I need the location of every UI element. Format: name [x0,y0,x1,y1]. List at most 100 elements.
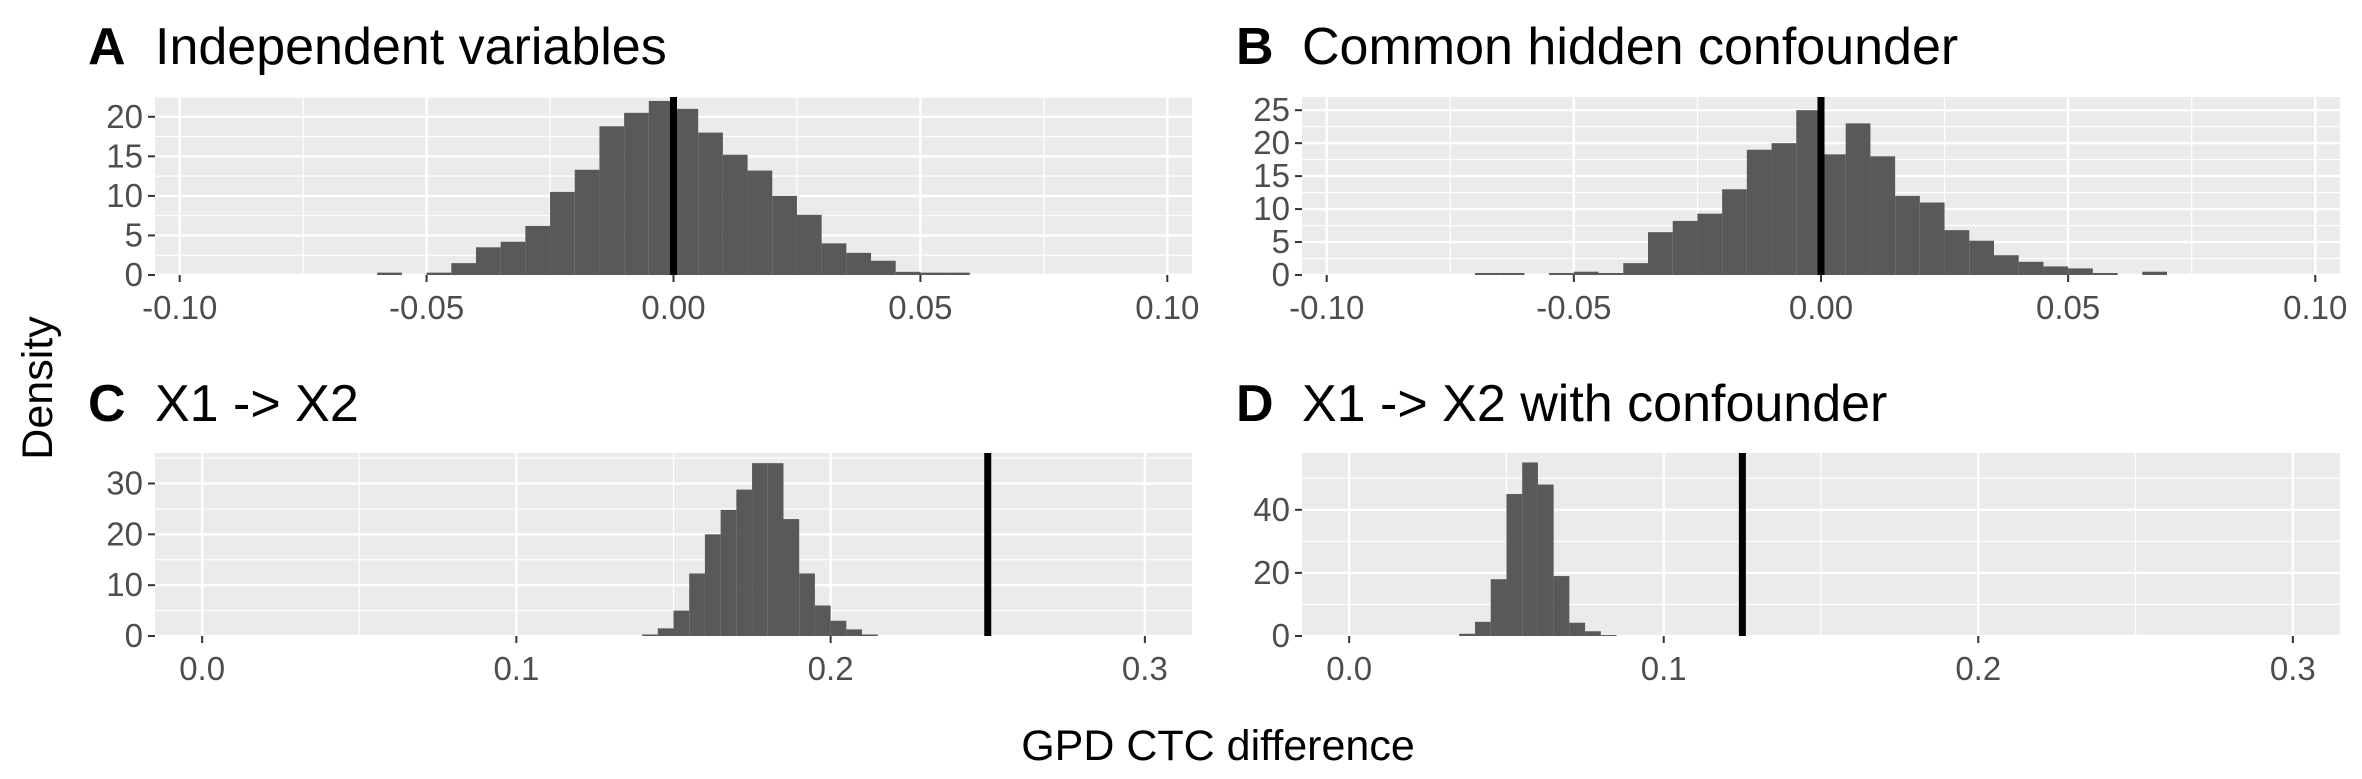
panel-tag: A [88,18,126,76]
y-tick-label: 10 [106,566,143,603]
histogram-bar [783,519,800,636]
histogram-bar [689,573,705,636]
histogram-bar [1895,195,1920,275]
histogram-bar [814,605,831,636]
x-tick-label: 0.3 [1122,650,1168,687]
histogram-bar [862,634,878,636]
y-tick-label: 20 [106,98,143,135]
x-tick-label: 0.05 [888,289,952,326]
histogram-bar [377,272,402,275]
histogram-bar [574,169,600,275]
histogram-bar [799,573,815,636]
histogram-bar [648,100,674,275]
histogram-bar [1944,230,1970,275]
y-tick-label: 15 [1253,157,1290,194]
y-axis-title: Density [14,316,62,460]
histogram-bar [2092,273,2118,275]
histogram-bar [698,132,723,275]
histogram-bar [599,126,625,275]
histogram-bar [871,260,896,275]
histogram-bar [1994,255,2019,275]
histogram-bar [1522,462,1538,636]
x-tick-label: 0.3 [2270,650,2316,687]
x-tick-label: 0.0 [179,650,225,687]
y-tick-label: 5 [1272,223,1290,260]
histogram-bar [475,247,501,275]
histogram-bar [1623,263,1648,275]
y-tick-label: 20 [106,515,143,552]
histogram-bar [796,214,822,275]
histogram-bar [550,191,575,275]
histogram-bar [1821,154,1846,275]
histogram-bar [704,534,721,636]
panel-d: 0.0 0.1 0.2 0.3 0 20 40 D X1 -> X2 with confound… [1236,375,2340,687]
histogram-bar [2043,266,2069,275]
panel-c: 0.0 0.1 0.2 0.3 0 10 20 30 C X1 -> X2 [88,375,1192,687]
histogram-bar [673,108,699,275]
histogram-bar [1585,631,1601,636]
histogram-bar [642,634,658,636]
histogram-bar [1870,156,1896,275]
histogram-bar [500,241,526,275]
x-tick-label: -0.10 [1289,289,1364,326]
histogram-bar [846,629,863,636]
histogram-bar [767,463,784,636]
histogram-bar [1569,622,1586,636]
y-tick-label: 40 [1253,491,1290,528]
y-tick-label: 20 [1253,554,1290,591]
x-tick-label: 0.1 [1641,650,1687,687]
histogram-bar [945,272,970,275]
histogram-bar [426,272,452,275]
x-axis-title: GPD CTC difference [1021,722,1415,770]
x-tick-label: 0.1 [493,650,539,687]
histogram-bar [657,628,674,636]
histogram-bar [1697,213,1723,275]
histogram-bar [1919,202,1945,275]
histogram-bar [920,272,946,275]
x-tick-label: 0.10 [2283,289,2347,326]
y-tick-label: 0 [125,617,143,654]
x-tick-label: 0.00 [641,289,705,326]
histogram-bar [1573,271,1599,275]
x-tick-label: -0.10 [142,289,217,326]
y-tick-label: 0 [1272,256,1290,293]
histogram-bar [1771,143,1797,275]
panel-title: Independent variables [155,18,667,76]
histogram-bar [1549,273,1574,275]
y-tick-label: 0 [125,256,143,293]
histogram-bar [1969,240,1994,275]
histogram-bar [752,463,768,636]
histogram-bar [1553,576,1570,636]
histogram-bar [1475,621,1491,636]
y-tick-label: 20 [1253,124,1290,161]
x-tick-label: 0.0 [1326,650,1372,687]
histogram-bar [1598,273,1624,275]
y-tick-label: 30 [106,465,143,502]
histogram-bar [1722,189,1747,275]
histogram-bar [821,243,847,275]
histogram-bar [846,252,872,275]
histogram-bar [772,195,797,275]
histogram-bar [673,610,690,636]
y-tick-label: 5 [125,216,143,253]
panel-tag: B [1236,18,1274,76]
x-tick-label: 0.2 [1955,650,2001,687]
y-tick-label: 25 [1253,91,1290,128]
x-tick-label: -0.05 [389,289,464,326]
panel-title: X1 -> X2 with confounder [1302,375,1887,433]
panel-tag: D [1236,375,1274,433]
histogram-bar [895,271,921,275]
histogram-bar [1459,633,1475,636]
y-tick-label: 0 [1272,617,1290,654]
histogram-bar [451,263,476,275]
histogram-bar [1475,273,1500,275]
histogram-bar [1537,484,1554,636]
x-tick-label: 0.2 [808,650,854,687]
histogram-bar [2142,271,2167,275]
histogram-bar [720,509,737,636]
histogram-bar [1506,494,1523,636]
x-tick-label: 0.05 [2036,289,2100,326]
